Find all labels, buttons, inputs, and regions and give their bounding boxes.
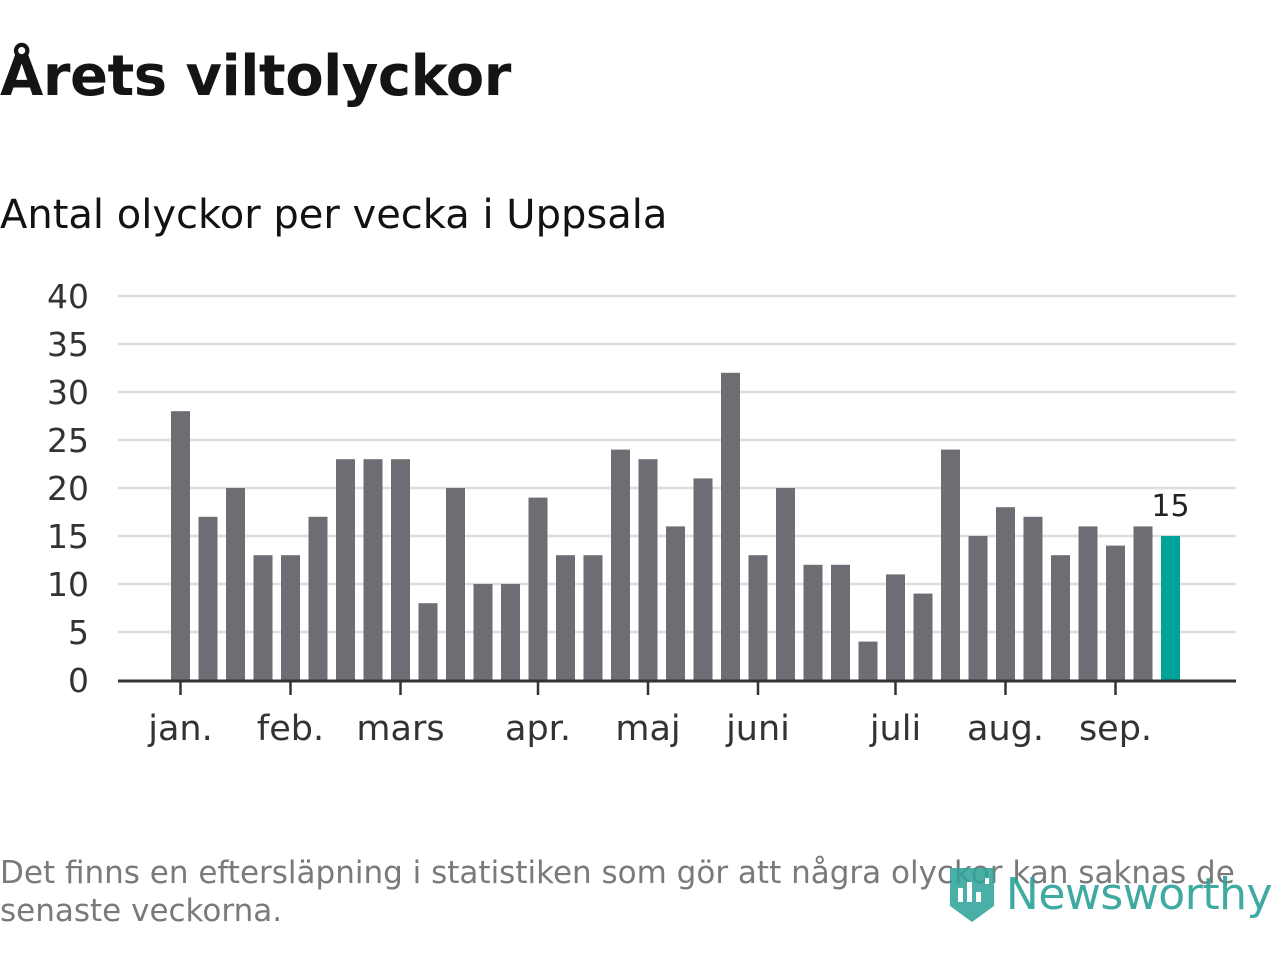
bar — [1078, 526, 1098, 680]
bar — [1106, 545, 1125, 680]
y-tick-label: 20 — [47, 469, 89, 508]
bar — [473, 584, 493, 680]
bar — [391, 459, 410, 680]
bar — [1051, 555, 1070, 680]
bar — [693, 478, 713, 680]
bar — [831, 564, 850, 680]
data-label: 15 — [1151, 489, 1189, 524]
bar — [886, 574, 905, 680]
bar-chart: 0 5 10 15 20 25 30 35 40 jan. feb. mars apr. maj juni j… — [47, 277, 1236, 749]
y-tick-label: 35 — [47, 325, 89, 364]
chart-subtitle: Antal olyckor per vecka i Uppsala — [0, 192, 668, 238]
footnote: Det finns en eftersläpning i statistiken… — [0, 855, 1235, 929]
y-tick-label: 30 — [47, 373, 89, 412]
bar — [858, 641, 878, 680]
y-tick-label: 25 — [47, 421, 89, 460]
newsworthy-logo-icon — [949, 868, 994, 922]
x-tick-label: jan. — [147, 709, 212, 749]
bar — [721, 372, 740, 680]
bar — [941, 449, 960, 680]
bar — [501, 584, 520, 680]
bar — [968, 536, 988, 680]
y-tick-label: 40 — [47, 277, 89, 316]
chart-title: Årets viltolyckor — [0, 44, 511, 109]
bar — [913, 593, 933, 680]
bar — [446, 488, 465, 680]
bar — [776, 488, 795, 680]
x-tick-label: sep. — [1079, 709, 1152, 749]
x-tick-label: apr. — [505, 709, 571, 749]
highlight-bar — [1161, 536, 1180, 680]
bar — [611, 449, 630, 680]
y-tick-label: 10 — [47, 565, 89, 604]
bar — [1133, 526, 1153, 680]
bar — [198, 516, 218, 680]
bar — [363, 459, 383, 680]
x-tick-label: feb. — [257, 709, 324, 749]
bar — [418, 603, 438, 680]
bar — [528, 497, 548, 680]
y-tick-label: 15 — [47, 517, 89, 556]
newsworthy-brand: Newsworthy — [946, 862, 1273, 926]
bar — [996, 507, 1015, 680]
bar — [1023, 516, 1043, 680]
bar — [583, 555, 603, 680]
bar — [666, 526, 685, 680]
bar — [308, 516, 328, 680]
y-tick-label: 5 — [68, 613, 89, 652]
x-tick-label: juni — [725, 709, 790, 749]
bar — [556, 555, 575, 680]
brand-name: Newsworthy — [1005, 868, 1273, 920]
bar — [226, 488, 245, 680]
x-tick-label: aug. — [967, 709, 1044, 749]
bar — [253, 555, 273, 680]
x-tick-label: mars — [356, 709, 444, 749]
bar — [336, 459, 355, 680]
bar — [803, 564, 823, 680]
bar — [638, 459, 658, 680]
bar — [281, 555, 300, 680]
x-tick-label: juli — [869, 709, 921, 749]
x-tick-label: maj — [615, 709, 680, 749]
bar — [171, 411, 190, 680]
bar — [748, 555, 768, 680]
y-tick-label: 0 — [68, 661, 89, 700]
